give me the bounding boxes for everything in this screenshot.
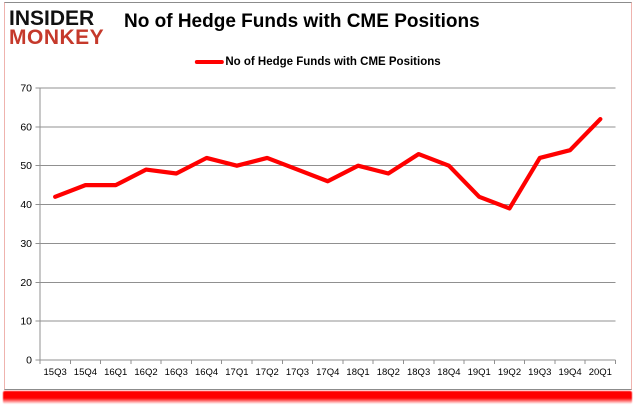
logo-text-monkey: MONKEY — [9, 26, 105, 50]
legend-label: No of Hedge Funds with CME Positions — [225, 56, 441, 68]
x-tick-label: 19Q3 — [528, 367, 551, 378]
y-tick-label: 70 — [20, 83, 32, 95]
y-tick-label: 10 — [20, 316, 32, 328]
y-tick-label: 20 — [20, 277, 32, 289]
legend-line-marker — [194, 60, 224, 64]
x-tick-label: 16Q2 — [134, 367, 157, 378]
logo-text-insider: INSIDER — [9, 7, 95, 30]
x-tick-label: 18Q3 — [407, 367, 430, 378]
x-tick-label: 19Q1 — [468, 367, 491, 378]
series-layer — [53, 116, 603, 211]
x-tick-label: 17Q2 — [256, 367, 279, 378]
x-tick-label: 19Q4 — [558, 367, 581, 378]
series-line — [53, 116, 603, 211]
y-tick-label: 60 — [20, 121, 32, 133]
x-tick-label: 18Q1 — [346, 367, 369, 378]
axes-layer — [35, 87, 616, 364]
legend: No of Hedge Funds with CME Positions — [194, 56, 441, 68]
insider-monkey-logo[interactable]: INSIDER MONKEY — [9, 7, 105, 50]
y-tick-label: 40 — [20, 199, 32, 211]
x-tick-label: 15Q3 — [44, 367, 67, 378]
y-tick-label: 50 — [20, 160, 32, 172]
y-tick-label: 30 — [20, 238, 32, 250]
bottom-red-glow — [3, 391, 632, 404]
x-tick-label: 19Q2 — [498, 367, 521, 378]
x-tick-label: 17Q1 — [225, 367, 248, 378]
card-frame — [4, 2, 632, 390]
x-tick-label: 18Q4 — [437, 367, 460, 378]
x-tick-label: 16Q3 — [165, 367, 188, 378]
x-tick-label: 15Q4 — [74, 367, 97, 378]
x-tick-label: 17Q3 — [286, 367, 309, 378]
y-tick-label: 0 — [26, 355, 32, 367]
tick-labels-layer: 0 10 20 30 40 50 60 70 15Q3 15Q4 16Q1 16Q2 16Q3 16Q4 1… — [20, 83, 612, 379]
x-tick-label: 20Q1 — [589, 367, 612, 378]
x-tick-label: 16Q1 — [104, 367, 127, 378]
x-tick-label: 16Q4 — [195, 367, 218, 378]
gridlines-layer — [40, 87, 616, 361]
page-title: No of Hedge Funds with CME Positions — [124, 11, 480, 32]
x-tick-label: 17Q4 — [316, 367, 339, 378]
x-tick-label: 18Q2 — [377, 367, 400, 378]
